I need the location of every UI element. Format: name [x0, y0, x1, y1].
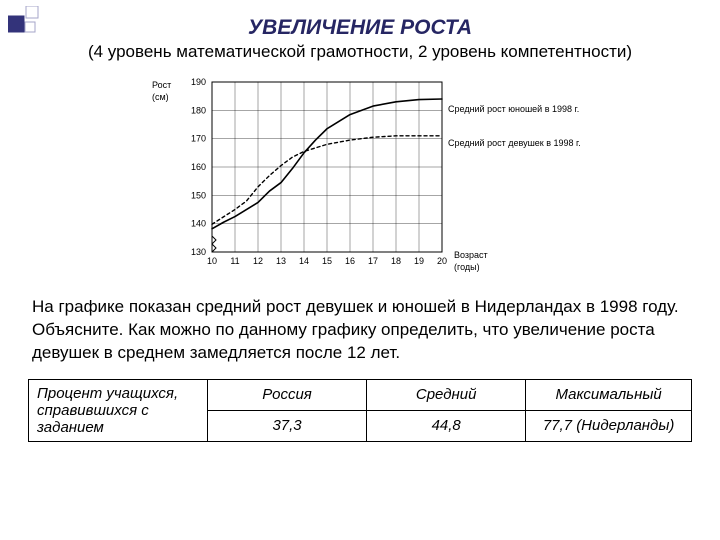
svg-text:150: 150	[191, 190, 206, 200]
svg-text:180: 180	[191, 105, 206, 115]
table-cell: 37,3	[208, 410, 367, 441]
svg-text:15: 15	[322, 256, 332, 266]
corner-decoration-svg	[8, 6, 42, 36]
svg-text:140: 140	[191, 219, 206, 229]
page-root: УВЕЛИЧЕНИЕ РОСТА (4 уровень математическ…	[0, 0, 720, 540]
table-col-header: Средний	[367, 379, 526, 410]
table-row-header: Процент учащихся, справившихся с задание…	[29, 379, 208, 441]
svg-text:14: 14	[299, 256, 309, 266]
chart-container: 10 11 12 13 14 15 16 17 18 19 20 130 140 150 160 170 180…	[28, 68, 692, 286]
svg-text:160: 160	[191, 162, 206, 172]
svg-text:190: 190	[191, 77, 206, 87]
question-paragraph: На графике показан средний рост девушек …	[28, 296, 692, 365]
svg-text:Средний рост юношей в 1998 г.: Средний рост юношей в 1998 г.	[448, 104, 579, 114]
svg-text:18: 18	[391, 256, 401, 266]
svg-text:13: 13	[276, 256, 286, 266]
svg-text:11: 11	[230, 256, 239, 266]
svg-text:170: 170	[191, 134, 206, 144]
page-subtitle: (4 уровень математической грамотности, 2…	[28, 42, 692, 62]
svg-text:(годы): (годы)	[454, 262, 480, 272]
svg-text:Средний рост девушек в 1998 г.: Средний рост девушек в 1998 г.	[448, 138, 581, 148]
svg-text:10: 10	[207, 256, 217, 266]
table-cell: 44,8	[367, 410, 526, 441]
results-table: Процент учащихся, справившихся с задание…	[28, 379, 692, 442]
svg-text:16: 16	[345, 256, 355, 266]
svg-text:19: 19	[414, 256, 424, 266]
corner-decoration	[8, 6, 42, 41]
table-row: Процент учащихся, справившихся с задание…	[29, 379, 692, 410]
growth-chart: 10 11 12 13 14 15 16 17 18 19 20 130 140 150 160 170 180…	[130, 68, 590, 286]
svg-text:(см): (см)	[152, 92, 169, 102]
table-cell: 77,7 (Нидерланды)	[526, 410, 692, 441]
svg-text:12: 12	[253, 256, 263, 266]
table-col-header: Максимальный	[526, 379, 692, 410]
svg-text:20: 20	[437, 256, 447, 266]
svg-text:Рост: Рост	[152, 80, 171, 90]
svg-text:Возраст: Возраст	[454, 250, 488, 260]
svg-text:130: 130	[191, 247, 206, 257]
svg-text:17: 17	[368, 256, 378, 266]
table-col-header: Россия	[208, 379, 367, 410]
page-title: УВЕЛИЧЕНИЕ РОСТА	[28, 16, 692, 40]
